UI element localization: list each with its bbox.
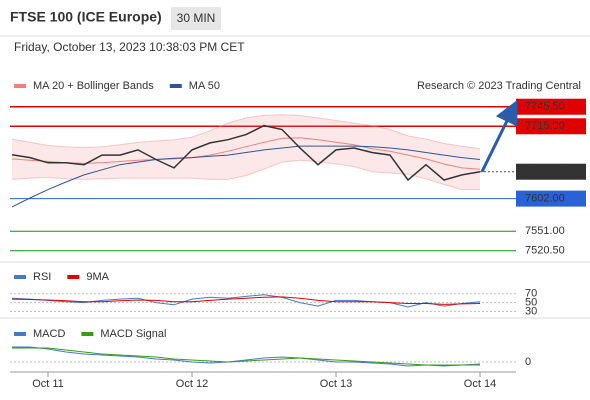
legend-label: MACD Signal — [100, 328, 166, 340]
series-line — [11, 145, 481, 208]
last-price-label: 7644.00 — [525, 166, 565, 178]
series-line — [11, 137, 481, 170]
x-tick-label: Oct 12 — [176, 378, 208, 390]
bollinger-lower — [11, 159, 480, 191]
legend-swatch — [169, 84, 182, 88]
level-label: 7551.00 — [525, 225, 565, 237]
source: Research © 2023 Trading Central — [417, 80, 581, 92]
series-line — [12, 346, 481, 367]
level-label-box — [516, 118, 586, 135]
y-tick-label: 0 — [525, 356, 531, 368]
level-label-box — [516, 190, 586, 207]
level-label: 7745.50 — [525, 101, 565, 113]
legend-swatch — [14, 275, 26, 279]
legend-label: RSI — [33, 271, 51, 283]
legend-label: MACD — [33, 328, 65, 340]
timeframe-box — [171, 7, 221, 30]
series-line — [12, 347, 480, 366]
legend-swatch — [81, 332, 94, 336]
y-tick-label: 30 — [525, 305, 537, 317]
series-line — [11, 296, 481, 305]
price-line — [11, 124, 481, 182]
timeframe: 30 MIN — [177, 11, 216, 25]
level-label: 7520.50 — [525, 245, 565, 257]
legend-label: MA 50 — [189, 80, 220, 92]
legend-label: 9MA — [86, 271, 109, 283]
legend-swatch — [67, 275, 80, 279]
bollinger-upper — [11, 114, 481, 150]
x-tick-label: Oct 13 — [320, 378, 352, 390]
forecast-arrow — [480, 99, 518, 173]
level-label: 7602.00 — [525, 193, 565, 205]
y-tick-label: 50 — [525, 297, 537, 309]
x-tick-label: Oct 14 — [464, 378, 496, 390]
legend-label: MA 20 + Bollinger Bands — [33, 80, 154, 92]
x-tick-label: Oct 11 — [32, 378, 64, 390]
title: FTSE 100 (ICE Europe) — [10, 9, 162, 25]
level-label-box — [516, 98, 586, 115]
timestamp: Friday, October 13, 2023 10:38:03 PM CET — [14, 40, 245, 54]
legend-swatch — [14, 332, 26, 336]
legend-swatch — [14, 84, 26, 88]
level-label: 7715.00 — [525, 120, 565, 132]
y-tick-label: 70 — [525, 288, 537, 300]
last-price-box — [516, 163, 586, 180]
